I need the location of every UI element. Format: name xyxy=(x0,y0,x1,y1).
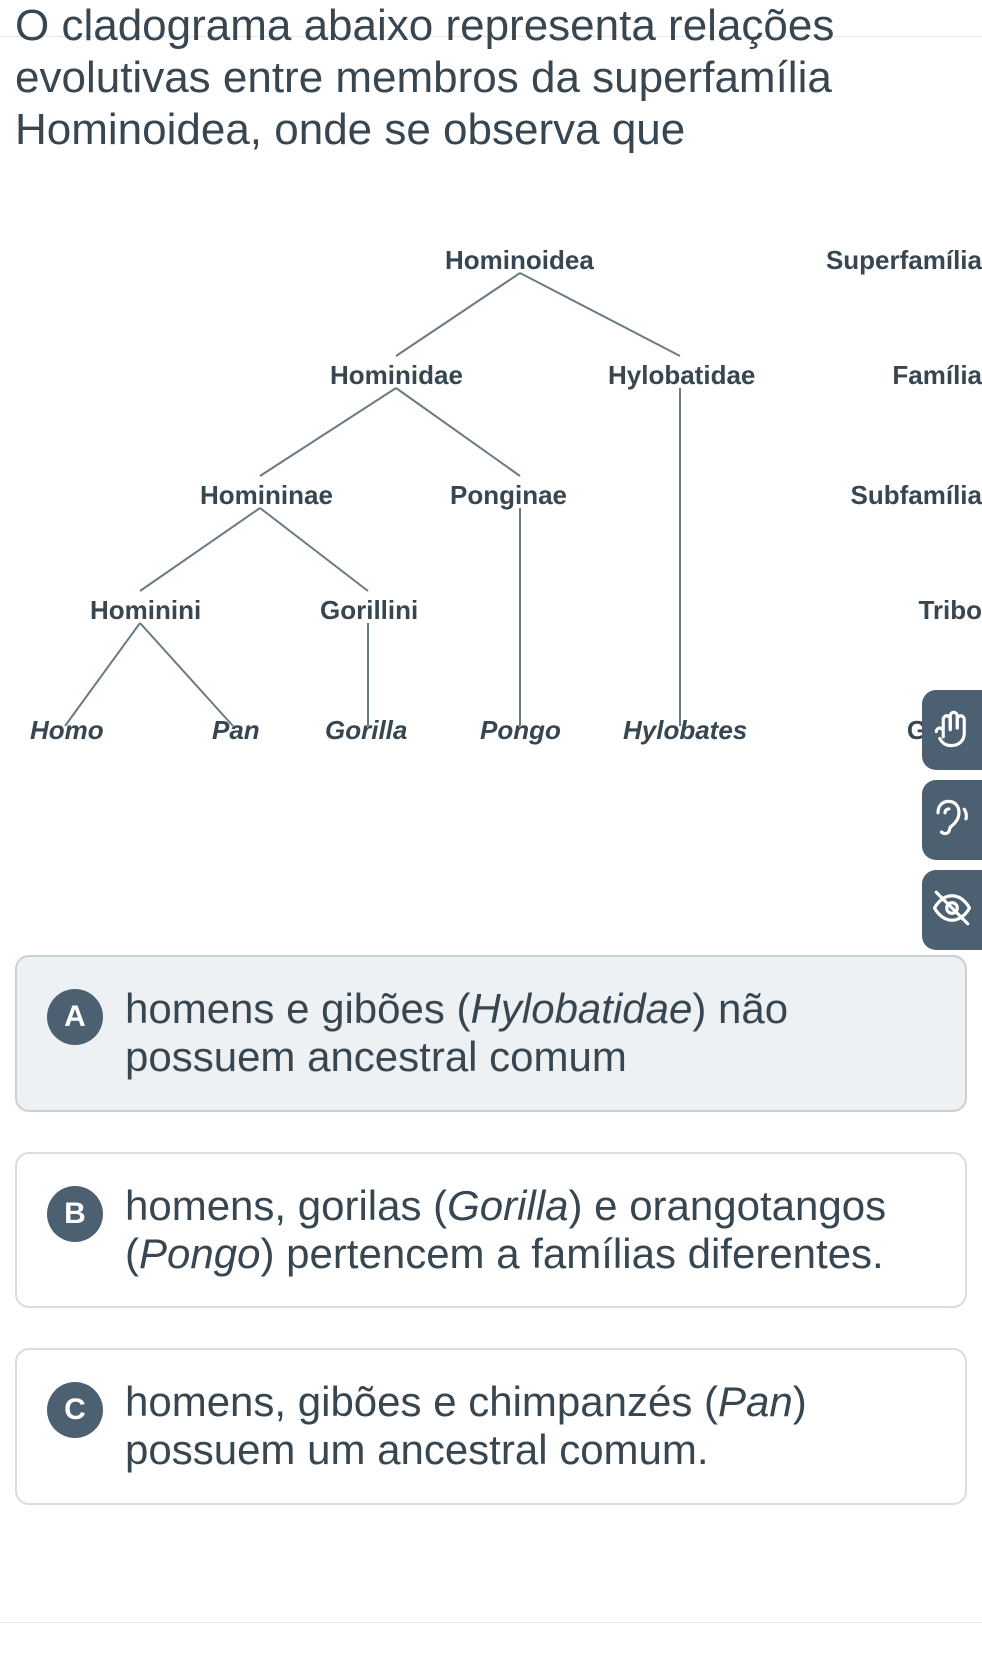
node-hylobates: Hylobates xyxy=(623,715,747,746)
node-homininae: Homininae xyxy=(200,480,333,511)
rank-label-2: Subfamília xyxy=(851,480,982,511)
question-text: O cladograma abaixo representa relações … xyxy=(15,0,967,156)
node-hominini: Hominini xyxy=(90,595,201,626)
ear-icon xyxy=(931,797,973,844)
option-b[interactable]: Bhomens, gorilas (Gorilla) e orangotango… xyxy=(15,1152,967,1309)
option-a[interactable]: Ahomens e gibões (Hylobatidae) não possu… xyxy=(15,955,967,1112)
rank-label-3: Tribo xyxy=(918,595,982,626)
node-hominoidea: Hominoidea xyxy=(445,245,594,276)
option-badge: B xyxy=(47,1186,103,1242)
option-text: homens e gibões (Hylobatidae) não possue… xyxy=(125,985,935,1082)
answer-options: Ahomens e gibões (Hylobatidae) não possu… xyxy=(15,955,967,1545)
option-text: homens, gibões e chimpanzés (Pan) possue… xyxy=(125,1378,935,1475)
node-gorilla: Gorilla xyxy=(325,715,407,746)
low-vision-button[interactable] xyxy=(922,870,982,950)
node-pongo: Pongo xyxy=(480,715,561,746)
node-hominidae: Hominidae xyxy=(330,360,463,391)
rank-label-1: Família xyxy=(892,360,982,391)
cladogram-figure: Hominoidea Hominidae Hylobatidae Homininae P… xyxy=(0,220,982,760)
option-c[interactable]: Chomens, gibões e chimpanzés (Pan) possu… xyxy=(15,1348,967,1505)
option-badge: A xyxy=(47,989,103,1045)
option-badge: C xyxy=(47,1382,103,1438)
hands-icon xyxy=(931,707,973,754)
eye-off-icon xyxy=(931,887,973,934)
node-gorillini: Gorillini xyxy=(320,595,418,626)
bottom-bar xyxy=(0,1622,982,1666)
libras-button[interactable] xyxy=(922,690,982,770)
audio-button[interactable] xyxy=(922,780,982,860)
rank-label-0: Superfamília xyxy=(826,245,982,276)
accessibility-toolbar xyxy=(922,690,982,950)
option-text: homens, gorilas (Gorilla) e orangotangos… xyxy=(125,1182,935,1279)
node-pan: Pan xyxy=(212,715,260,746)
node-ponginae: Ponginae xyxy=(450,480,567,511)
node-hylobatidae: Hylobatidae xyxy=(608,360,755,391)
node-homo: Homo xyxy=(30,715,104,746)
